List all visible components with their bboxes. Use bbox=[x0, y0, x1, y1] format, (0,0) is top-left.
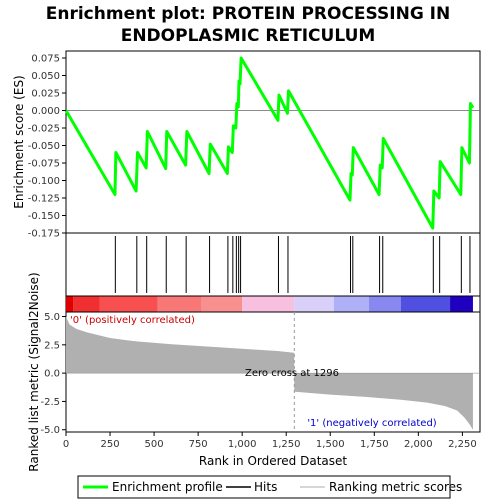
x-tick-label-1: 250 bbox=[100, 439, 119, 450]
y-tick-label-bottom-2: 0.0 bbox=[44, 369, 60, 380]
y-axis-label-bottom: Ranked list metric (Signal2Noise) bbox=[27, 272, 41, 471]
es-curve bbox=[64, 56, 475, 230]
colorbar-segment-9 bbox=[400, 296, 451, 312]
y-tick-label-top-0: 0.075 bbox=[31, 54, 60, 65]
x-tick-label-4: 1,000 bbox=[228, 439, 257, 450]
chart-title-line1: Enrichment plot: PROTEIN PROCESSING IN bbox=[46, 4, 451, 24]
x-tick-label-2: 500 bbox=[145, 439, 164, 450]
x-tick-label-6: 1,500 bbox=[316, 439, 345, 450]
x-tick-label-5: 1,250 bbox=[272, 439, 301, 450]
y-tick-label-top-7: -0.100 bbox=[28, 176, 60, 187]
y-tick-label-top-9: -0.150 bbox=[28, 211, 60, 222]
y-axis-label-top: Enrichment score (ES) bbox=[12, 75, 26, 208]
y-tick-label-bottom-0: 5.0 bbox=[44, 312, 60, 323]
hits-panel bbox=[65, 232, 481, 297]
legend-metric-label: Ranking metric scores bbox=[329, 480, 462, 494]
y-tick-label-top-4: -0.025 bbox=[28, 124, 60, 135]
y-tick-label-top-10: -0.175 bbox=[28, 229, 60, 240]
es-panel bbox=[65, 50, 481, 234]
colorbar-segment-6 bbox=[294, 296, 334, 312]
x-tick-label-3: 750 bbox=[189, 439, 208, 450]
x-tick-label-8: 2,000 bbox=[404, 439, 433, 450]
positive-label: '0' (positively correlated) bbox=[70, 315, 195, 326]
es-layer bbox=[64, 56, 480, 230]
y-tick-label-top-8: -0.125 bbox=[28, 194, 60, 205]
legend-es-label: Enrichment profile bbox=[112, 480, 223, 494]
colorbar-segment-1 bbox=[73, 296, 100, 312]
y-tick-label-bottom-1: 2.5 bbox=[44, 340, 60, 351]
legend-box bbox=[77, 475, 451, 499]
legend-hits-label: Hits bbox=[254, 480, 277, 494]
axes-layer: 0.075 0.050 0.025 0.000 -0.025 -0.050 -0.075 -0… bbox=[28, 54, 477, 451]
colorbar-segment-2 bbox=[99, 296, 158, 312]
colorbar-segment-7 bbox=[333, 296, 370, 312]
colorbar bbox=[66, 296, 473, 312]
y-tick-label-bottom-4: -5.0 bbox=[40, 425, 60, 436]
x-axis-label: Rank in Ordered Dataset bbox=[199, 454, 347, 468]
metric-layer bbox=[66, 312, 480, 432]
y-tick-label-top-6: -0.075 bbox=[28, 159, 60, 170]
negative-label: '1' (negatively correlated) bbox=[307, 418, 436, 429]
y-tick-label-bottom-3: -2.5 bbox=[40, 397, 60, 408]
hits-layer bbox=[114, 236, 471, 293]
y-tick-label-top-3: 0.000 bbox=[31, 106, 60, 117]
x-tick-label-7: 1,750 bbox=[360, 439, 389, 450]
x-tick-label-9: 2,250 bbox=[448, 439, 477, 450]
colorbar-segment-0 bbox=[66, 296, 74, 312]
colorbar-segment-8 bbox=[369, 296, 401, 312]
colorbar-segment-5 bbox=[242, 296, 295, 312]
zero-cross-label: Zero cross at 1296 bbox=[245, 368, 339, 379]
chart-title-line2: ENDOPLASMIC RETICULUM bbox=[121, 26, 376, 46]
x-tick-label-0: 0 bbox=[63, 439, 69, 450]
colorbar-segment-3 bbox=[157, 296, 202, 312]
y-tick-label-top-2: 0.025 bbox=[31, 89, 60, 100]
colorbar-segment-10 bbox=[450, 296, 473, 312]
y-tick-label-top-1: 0.050 bbox=[31, 71, 60, 82]
y-tick-label-top-5: -0.050 bbox=[28, 141, 60, 152]
colorbar-segment-4 bbox=[201, 296, 243, 312]
